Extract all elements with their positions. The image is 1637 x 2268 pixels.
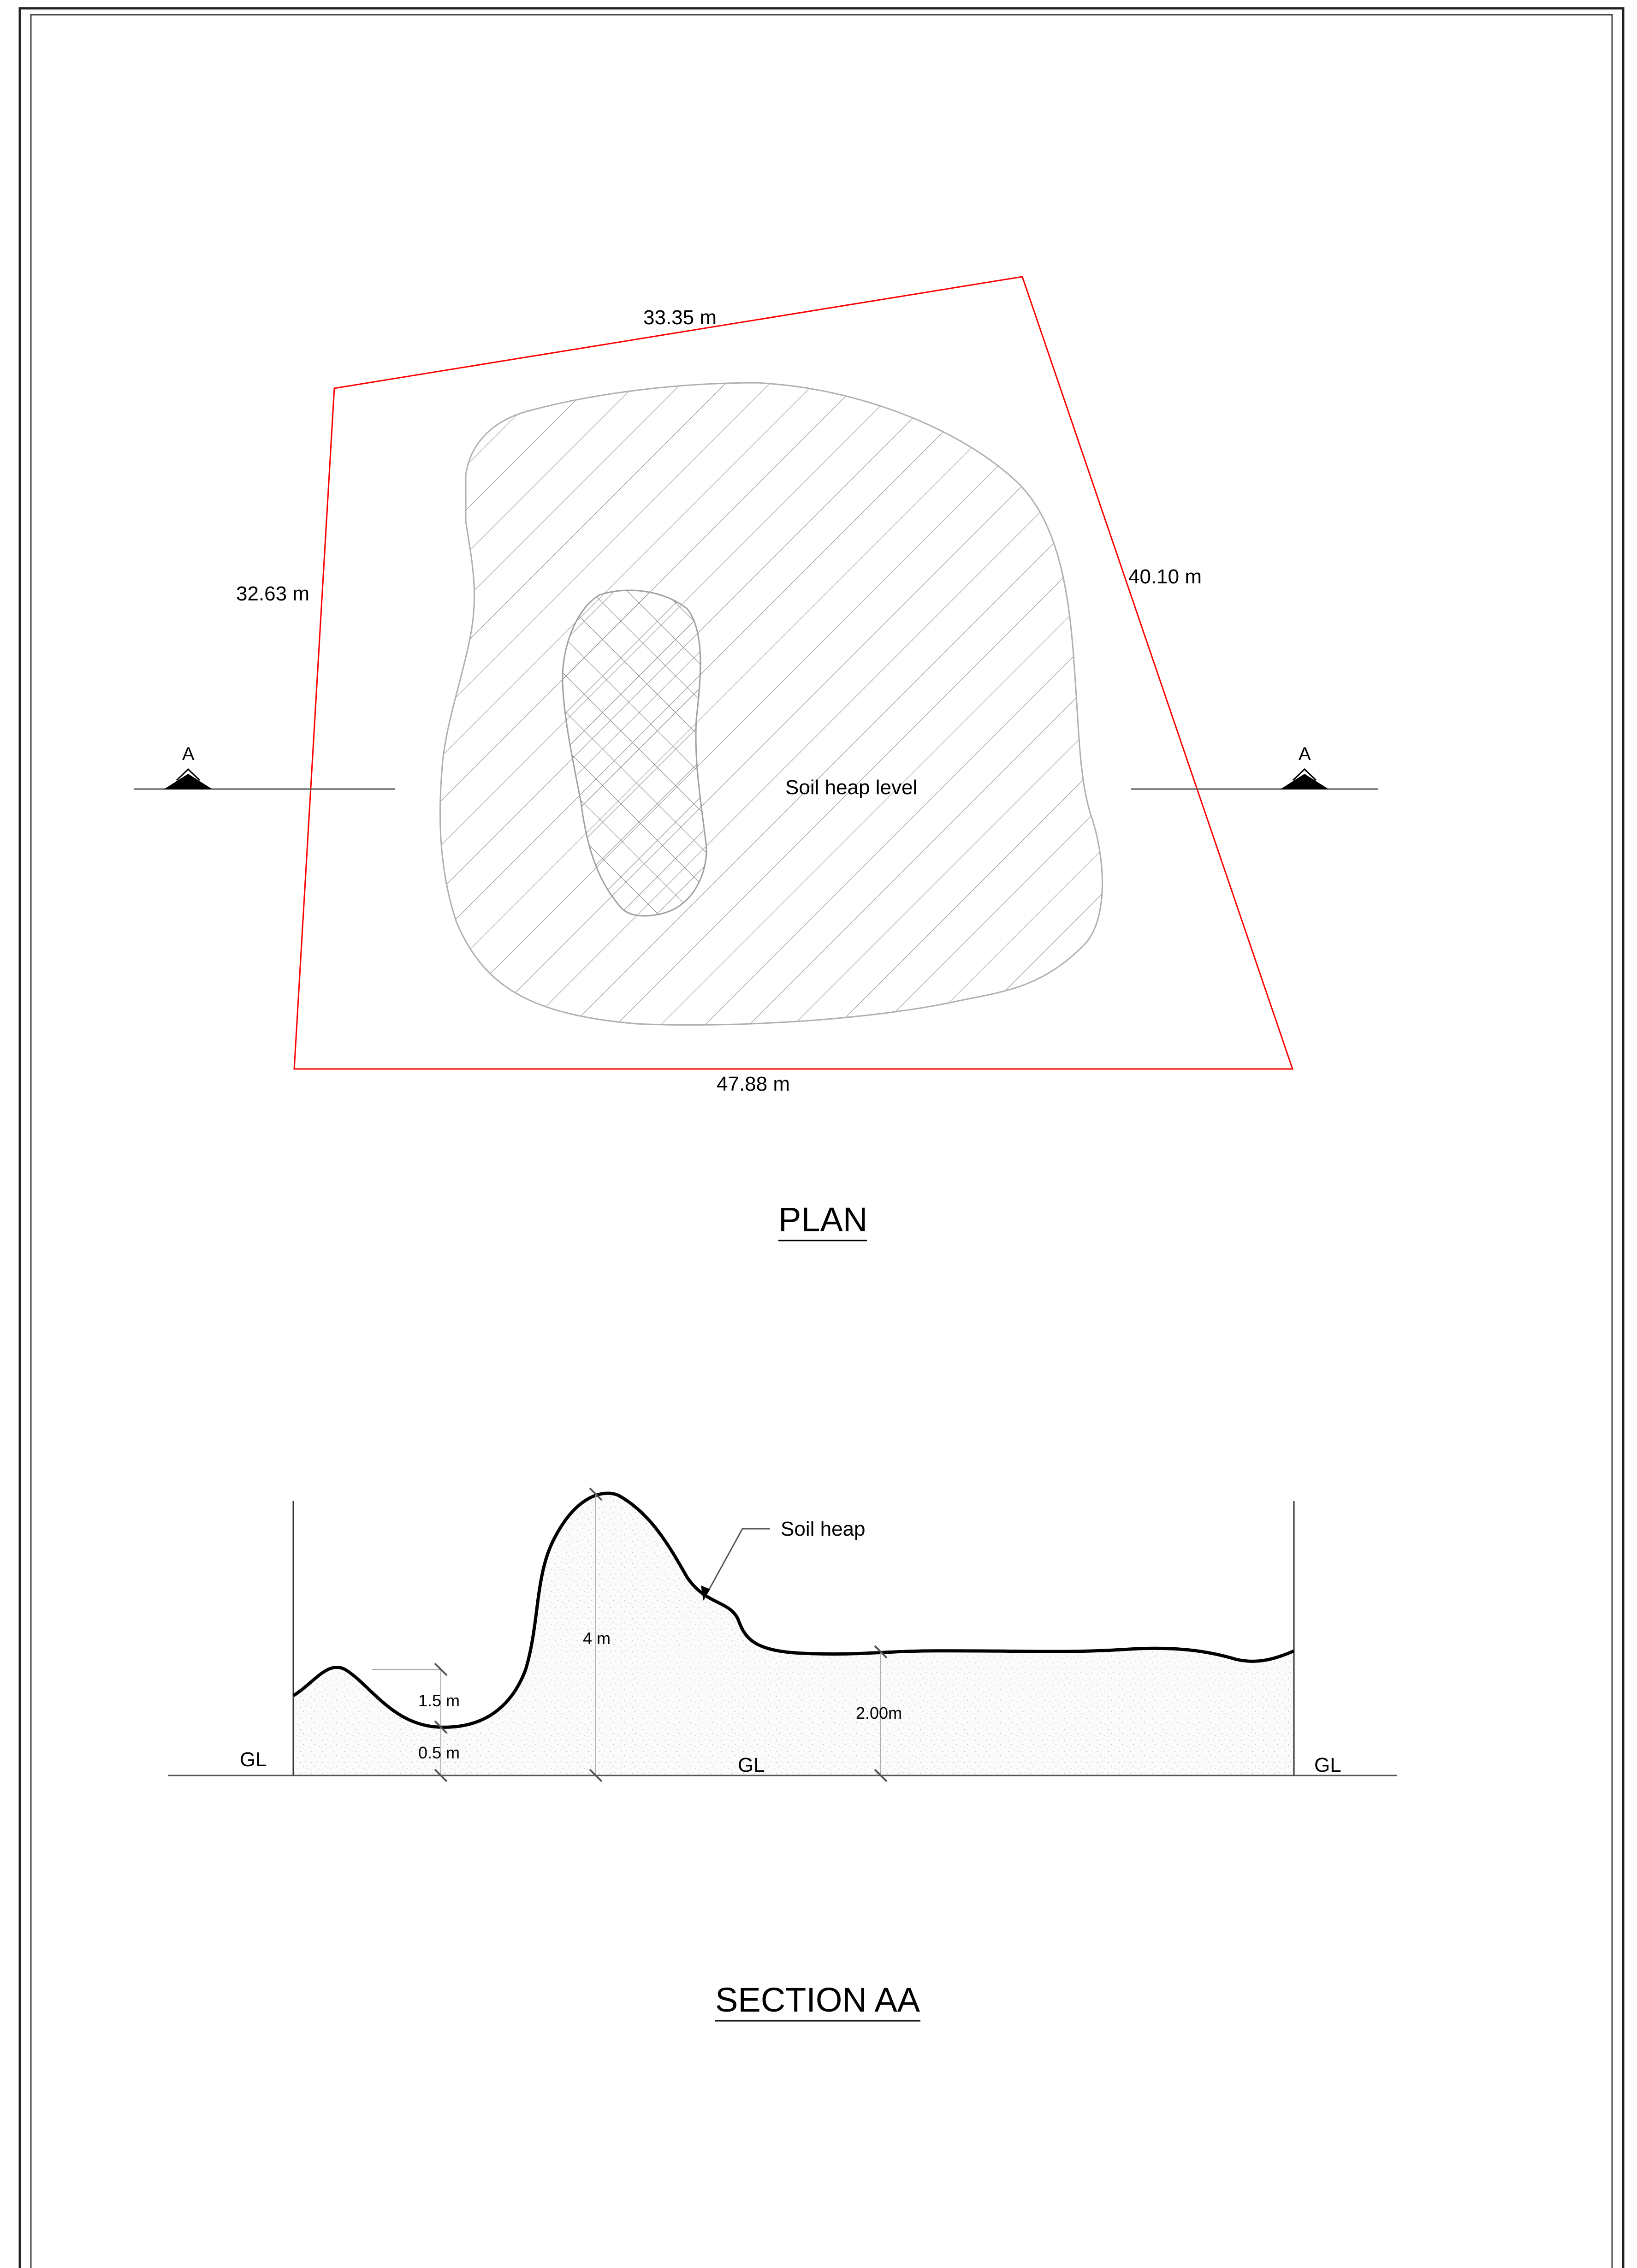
dim-bottom: 47.88 m	[717, 1073, 790, 1095]
sheet-border-outer	[18, 7, 1625, 2268]
plan-view: 33.35 m 32.63 m 40.10 m 47.88 m Soil hea…	[134, 276, 1378, 1241]
svg-text:2.00m: 2.00m	[856, 1704, 902, 1722]
dim-line-peak: 4 m	[583, 1487, 611, 1782]
section-title: SECTION AA	[715, 1981, 920, 2019]
section-view: Soil heap 1.5 m 0.5 m 4 m 2.00m GL GL GL	[168, 1487, 1397, 2022]
dim-right: 40.10 m	[1128, 565, 1202, 588]
section-marker-right: A	[1131, 744, 1378, 790]
sheet-border-inner	[30, 14, 1613, 2268]
soil-heap-level-label: Soil heap level	[785, 776, 917, 799]
mound-crosshatch	[562, 589, 707, 917]
dim-left: 32.63 m	[236, 582, 309, 605]
section-marker-left: A	[134, 744, 395, 790]
dim-line-right: 2.00m	[856, 1645, 902, 1782]
soil-heap-outline	[439, 382, 1103, 1026]
site-boundary	[293, 276, 1294, 1070]
gl-label-mid: GL	[738, 1754, 765, 1776]
svg-text:1.5 m: 1.5 m	[418, 1691, 460, 1710]
gl-label-left: GL	[240, 1748, 267, 1771]
svg-text:A: A	[1299, 744, 1311, 764]
plan-title: PLAN	[778, 1200, 867, 1239]
svg-text:Soil heap: Soil heap	[781, 1518, 865, 1540]
gl-label-right: GL	[1314, 1754, 1341, 1776]
soil-heap-fill	[293, 1493, 1294, 1775]
soil-heap-callout: Soil heap	[701, 1518, 865, 1601]
dim-top: 33.35 m	[643, 306, 717, 329]
svg-text:A: A	[182, 744, 195, 764]
svg-text:0.5 m: 0.5 m	[418, 1743, 460, 1762]
soil-heap-profile	[292, 1491, 1295, 1729]
dim-line-left: 1.5 m 0.5 m	[372, 1662, 460, 1782]
svg-text:4 m: 4 m	[583, 1629, 611, 1648]
